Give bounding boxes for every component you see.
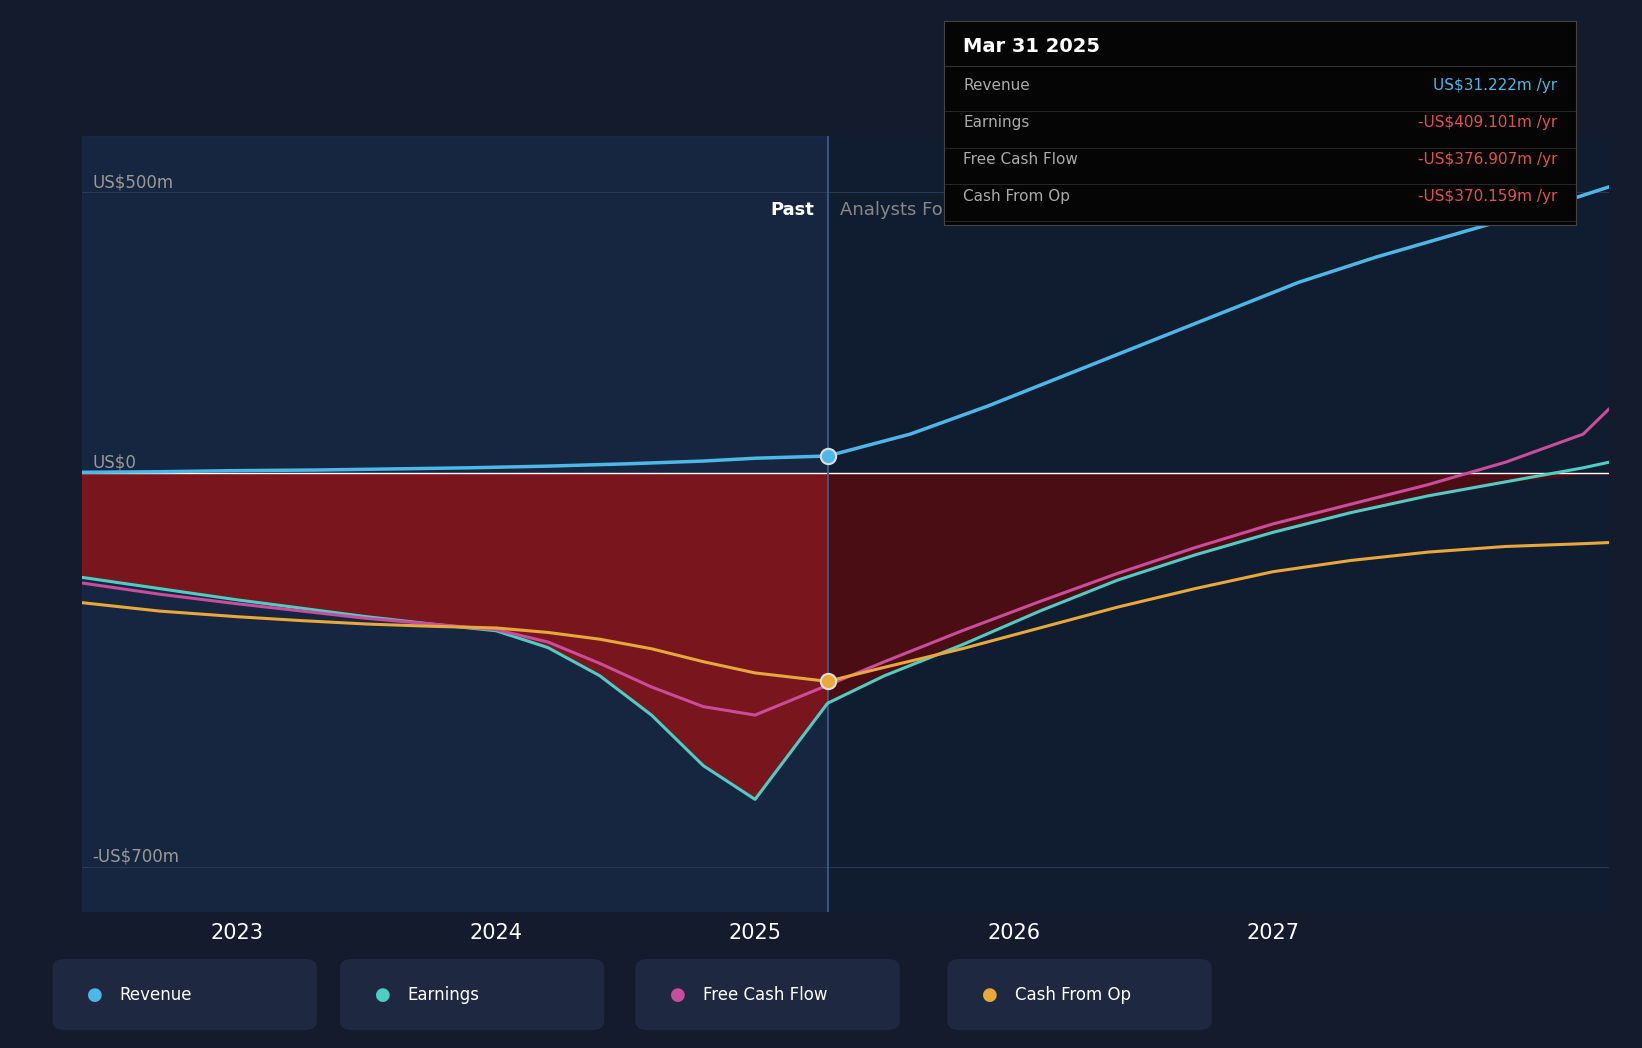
Bar	[82, 136, 828, 912]
Text: ●: ●	[670, 985, 686, 1004]
Text: -US$370.159m /yr: -US$370.159m /yr	[1419, 189, 1557, 203]
Text: Earnings: Earnings	[407, 985, 479, 1004]
Text: Revenue: Revenue	[964, 79, 1030, 93]
Text: -US$376.907m /yr: -US$376.907m /yr	[1417, 152, 1557, 167]
Text: Revenue: Revenue	[120, 985, 192, 1004]
Text: Mar 31 2025: Mar 31 2025	[964, 38, 1100, 57]
Text: Analysts Forecasts: Analysts Forecasts	[841, 201, 1008, 219]
Text: ●: ●	[982, 985, 998, 1004]
Text: Cash From Op: Cash From Op	[964, 189, 1071, 203]
Text: US$31.222m /yr: US$31.222m /yr	[1433, 79, 1557, 93]
Text: ●: ●	[87, 985, 103, 1004]
Text: ●: ●	[374, 985, 391, 1004]
Text: -US$409.101m /yr: -US$409.101m /yr	[1419, 115, 1557, 130]
Text: Free Cash Flow: Free Cash Flow	[703, 985, 828, 1004]
Text: Cash From Op: Cash From Op	[1015, 985, 1131, 1004]
Text: Free Cash Flow: Free Cash Flow	[964, 152, 1079, 167]
Text: Past: Past	[770, 201, 814, 219]
Text: US$500m: US$500m	[92, 173, 174, 192]
Text: Earnings: Earnings	[964, 115, 1030, 130]
Bar	[828, 136, 1609, 912]
Text: US$0: US$0	[92, 454, 136, 472]
Text: -US$700m: -US$700m	[92, 847, 179, 865]
